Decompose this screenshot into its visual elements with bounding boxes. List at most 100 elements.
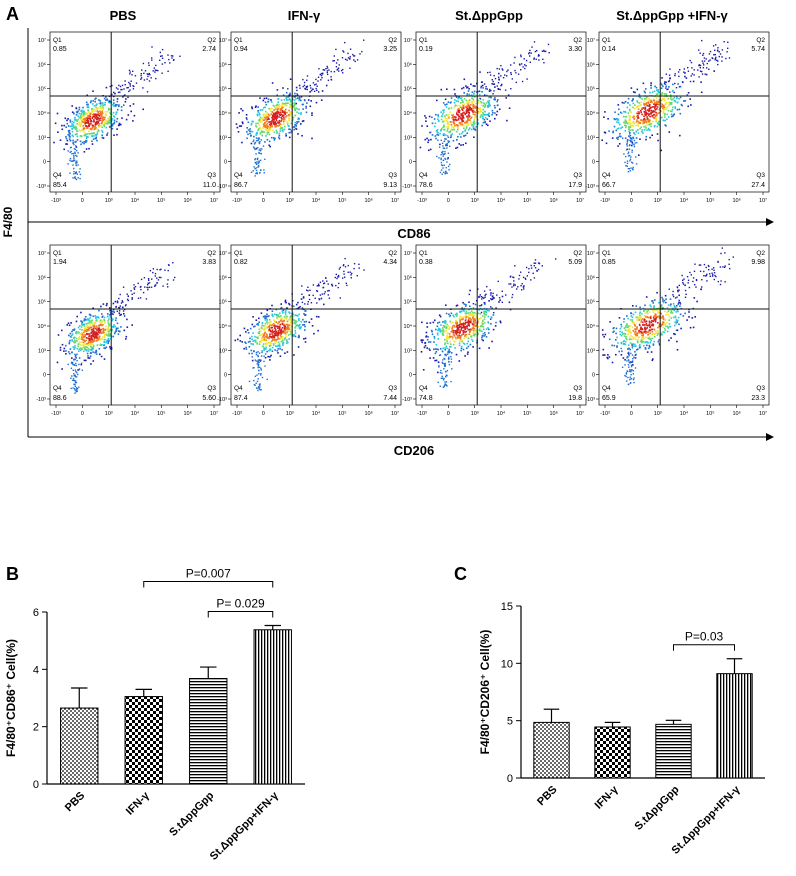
density-dot <box>75 371 77 373</box>
density-dot <box>443 147 446 150</box>
density-dot <box>475 107 477 109</box>
density-dot <box>89 349 92 351</box>
density-dot <box>278 134 281 137</box>
density-dot <box>146 91 149 93</box>
density-dot <box>458 95 460 98</box>
density-dot <box>81 347 83 350</box>
density-dot <box>273 336 276 339</box>
density-dot <box>456 110 459 113</box>
density-dot <box>651 111 654 114</box>
density-dot <box>626 162 629 165</box>
density-dot <box>168 58 170 61</box>
density-dot <box>358 267 360 269</box>
density-dot <box>140 74 142 77</box>
density-dot <box>727 47 729 49</box>
density-dot <box>281 340 284 343</box>
density-dot <box>620 135 622 138</box>
density-dot <box>493 90 495 92</box>
density-dot <box>284 113 286 116</box>
density-dot <box>95 126 97 129</box>
density-dot <box>430 329 433 332</box>
density-dot <box>271 333 273 335</box>
density-dot <box>429 349 431 351</box>
density-dot <box>444 151 446 153</box>
density-dot <box>63 124 65 127</box>
density-dot <box>99 107 102 110</box>
density-dot <box>261 333 264 335</box>
density-dot <box>481 336 483 339</box>
density-dot <box>111 84 113 87</box>
density-dot <box>444 138 446 140</box>
density-dot <box>153 67 155 69</box>
density-dot <box>88 341 90 343</box>
density-dot <box>99 111 102 114</box>
density-dot <box>339 266 341 269</box>
density-dot <box>656 125 659 128</box>
density-dot <box>101 336 104 338</box>
density-dot <box>439 372 442 374</box>
density-dot <box>103 329 105 331</box>
density-dot <box>140 278 143 281</box>
density-dot <box>457 128 459 131</box>
density-dot <box>336 277 338 280</box>
density-dot <box>278 132 281 135</box>
density-dot <box>304 310 306 312</box>
density-dot <box>82 118 84 120</box>
density-dot <box>293 103 296 106</box>
density-dot <box>447 157 449 159</box>
density-dot <box>279 123 282 125</box>
density-dot <box>455 96 458 98</box>
density-dot <box>74 369 77 371</box>
density-dot <box>108 330 110 333</box>
density-dot <box>501 295 504 298</box>
density-dot <box>633 139 636 142</box>
density-dot <box>95 114 97 117</box>
density-dot <box>120 313 122 316</box>
density-dot <box>468 101 471 104</box>
density-dot <box>277 314 280 317</box>
density-dot <box>452 314 454 317</box>
density-dot <box>483 335 485 337</box>
density-dot <box>269 341 271 344</box>
y-tick-label: 10³ <box>38 135 46 141</box>
density-dot <box>645 121 647 124</box>
density-dot <box>280 306 283 309</box>
density-dot <box>310 318 313 320</box>
density-dot <box>543 50 545 53</box>
density-dot <box>702 54 704 56</box>
density-dot <box>457 117 460 120</box>
density-dot <box>449 163 451 166</box>
density-dot <box>101 120 104 123</box>
density-dot <box>543 62 545 64</box>
density-dot <box>445 143 448 146</box>
density-dot <box>478 329 480 332</box>
density-dot <box>462 114 464 117</box>
density-dot <box>91 117 94 120</box>
density-dot <box>440 88 443 91</box>
density-plot: Q10.19Q23.30Q317.9Q478.610⁷10⁶10⁵10⁴10³0… <box>402 31 587 204</box>
density-dot <box>72 361 74 364</box>
density-dot <box>631 149 633 151</box>
density-dot <box>452 329 455 332</box>
density-dot <box>270 342 273 344</box>
density-dot <box>687 70 690 72</box>
density-dot <box>483 113 486 116</box>
density-dot <box>669 91 671 93</box>
quadrant-value: 0.85 <box>53 46 67 53</box>
density-dot <box>483 314 486 316</box>
density-dot <box>632 169 634 171</box>
density-dot <box>493 312 495 314</box>
density-dot <box>274 338 276 341</box>
density-dot <box>69 332 72 335</box>
density-dot <box>78 348 81 351</box>
density-dot <box>453 123 456 125</box>
density-dot <box>443 377 445 380</box>
density-dot <box>107 338 110 341</box>
density-dot <box>480 86 482 89</box>
density-dot <box>459 97 462 99</box>
density-dot <box>533 265 535 267</box>
density-dot <box>156 282 158 284</box>
density-dot <box>451 327 453 330</box>
density-dot <box>255 353 258 356</box>
density-dot <box>456 104 459 107</box>
